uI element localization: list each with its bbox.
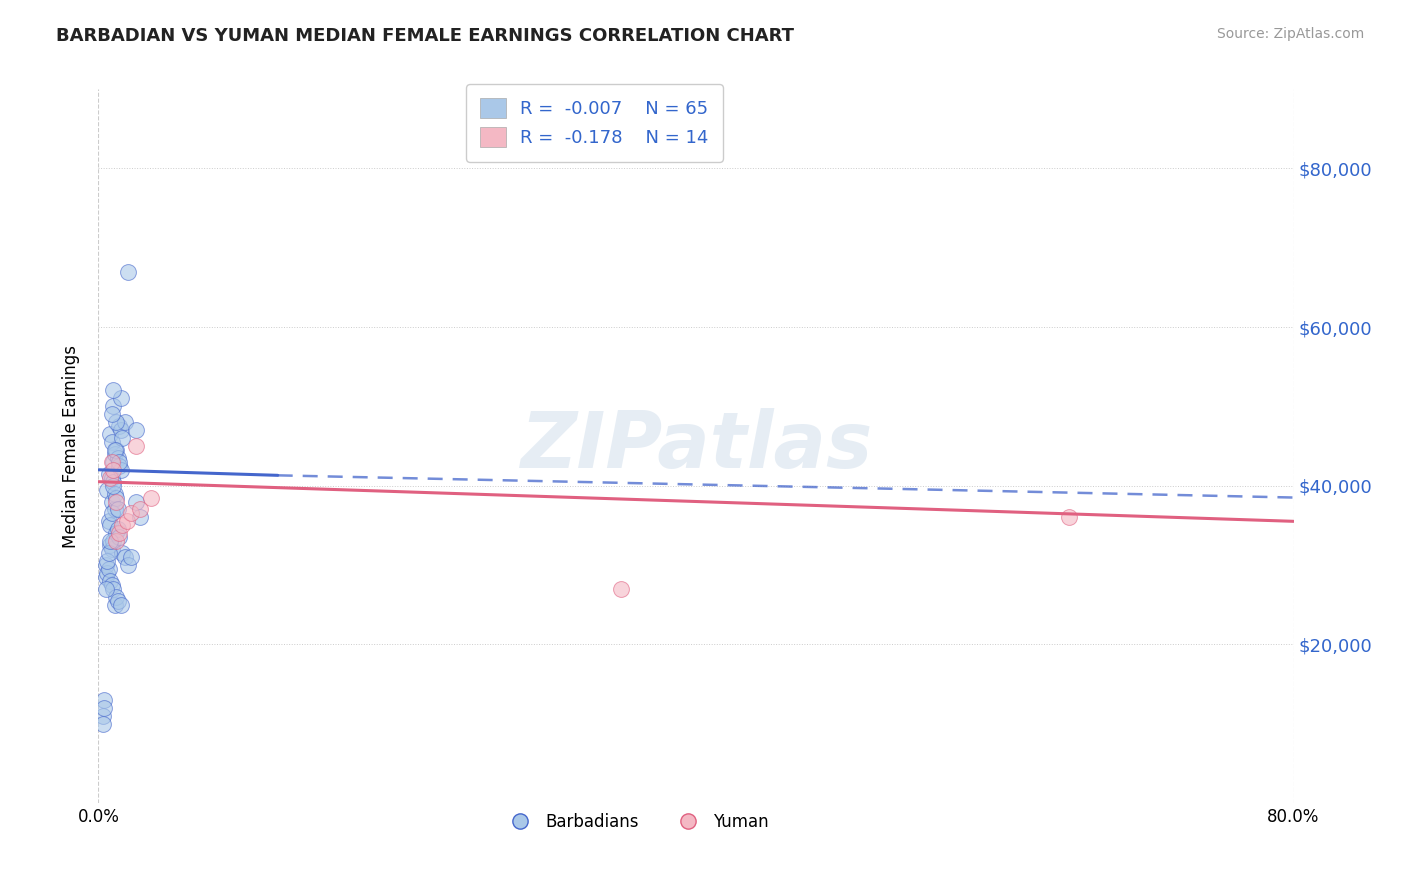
Point [96, 554, 118, 568]
Point [110, 392, 132, 406]
Legend: Barbadians, Yuman: Barbadians, Yuman [496, 806, 776, 838]
Point [105, 590, 128, 604]
Point [105, 526, 128, 541]
Point [107, 502, 129, 516]
Point [101, 542, 124, 557]
Point [101, 435, 124, 450]
Point [93, 700, 115, 714]
Point [108, 530, 131, 544]
Point [94, 582, 117, 596]
Point [104, 442, 127, 457]
Point [101, 494, 124, 508]
Point [108, 526, 131, 541]
Text: BARBADIAN VS YUMAN MEDIAN FEMALE EARNINGS CORRELATION CHART: BARBADIAN VS YUMAN MEDIAN FEMALE EARNING… [56, 27, 794, 45]
Point [110, 598, 132, 612]
Point [104, 486, 127, 500]
Text: ZIPatlas: ZIPatlas [520, 408, 872, 484]
Point [101, 407, 124, 421]
Y-axis label: Median Female Earnings: Median Female Earnings [62, 344, 80, 548]
Point [98, 427, 122, 442]
Point [105, 491, 128, 505]
Text: Source: ZipAtlas.com: Source: ZipAtlas.com [1216, 27, 1364, 41]
Point [101, 471, 124, 485]
Point [94, 558, 117, 572]
Point [105, 534, 128, 549]
Point [108, 458, 131, 473]
Point [125, 494, 148, 508]
Point [103, 534, 125, 549]
Point [115, 514, 138, 528]
Point [104, 447, 127, 461]
Point [125, 423, 148, 437]
Point [117, 558, 139, 572]
Point [97, 514, 120, 528]
Point [114, 549, 136, 564]
Point [101, 578, 124, 592]
Point [111, 546, 134, 560]
Point [105, 442, 128, 457]
Point [107, 450, 129, 465]
Point [104, 598, 127, 612]
Point [98, 518, 122, 533]
Point [97, 467, 120, 481]
Point [97, 562, 120, 576]
Point [101, 455, 124, 469]
Point [93, 692, 115, 706]
Point [94, 570, 117, 584]
Point [91, 708, 114, 723]
Point [111, 518, 134, 533]
Point [111, 431, 134, 445]
Point [103, 400, 125, 414]
Point [110, 463, 132, 477]
Point [117, 264, 139, 278]
Point [104, 502, 127, 516]
Point [103, 463, 125, 477]
Point [101, 507, 124, 521]
Point [110, 423, 132, 437]
Point [96, 483, 118, 497]
Point [120, 507, 142, 521]
Point [103, 384, 125, 398]
Point [98, 574, 122, 588]
Point [103, 455, 125, 469]
Point [107, 522, 129, 536]
Point [139, 491, 162, 505]
Point [114, 415, 136, 429]
Point [129, 502, 152, 516]
Point [108, 419, 131, 434]
Point [105, 494, 128, 508]
Point [105, 415, 128, 429]
Point [129, 510, 152, 524]
Point [108, 455, 131, 469]
Point [98, 471, 122, 485]
Point [120, 549, 142, 564]
Point [103, 478, 125, 492]
Point [1059, 510, 1081, 524]
Point [125, 439, 148, 453]
Point [103, 582, 125, 596]
Point [91, 716, 114, 731]
Point [98, 534, 122, 549]
Point [107, 593, 129, 607]
Point [97, 546, 120, 560]
Point [103, 475, 125, 489]
Point [98, 538, 122, 552]
Point [96, 566, 118, 580]
Point [610, 582, 633, 596]
